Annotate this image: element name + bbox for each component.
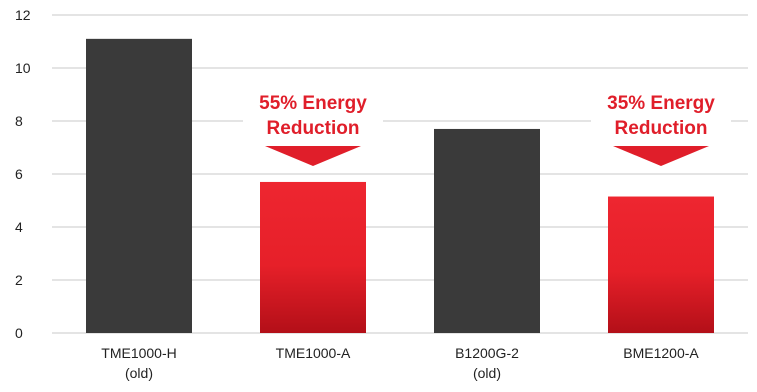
bar-new [608,196,714,333]
x-category-label: TME1000-H [101,345,176,361]
bar-old [434,128,540,333]
bar-new [260,181,366,333]
annotation-background [591,88,731,146]
annotation-text: 55% Energy [259,93,367,114]
x-category-label: (old) [125,365,153,381]
down-arrow-icon [613,146,709,166]
bars [86,38,714,333]
x-category-label: TME1000-A [276,345,351,361]
x-axis-category-labels: TME1000-H (old) TME1000-A B1200G-2 (old) BME1… [101,345,699,381]
y-tick-label: 2 [15,272,23,288]
y-tick-label: 10 [15,60,31,76]
y-tick-label: 8 [15,113,23,129]
annotation-text: Reduction [615,118,708,139]
annotation-background [243,88,383,146]
annotations: 55% Energy Reduction 35% Energy Reduction [243,88,731,166]
y-tick-label: 4 [15,219,23,235]
x-category-label: B1200G-2 [455,345,519,361]
down-arrow-icon [265,146,361,166]
x-category-label: BME1200-A [623,345,699,361]
annotation-text: 35% Energy [607,93,715,114]
annotation-text: Reduction [267,118,360,139]
y-tick-label: 12 [15,7,31,23]
y-tick-label: 6 [15,166,23,182]
y-axis-tick-labels: 0 2 4 6 8 10 12 [15,7,31,341]
x-category-label: (old) [473,365,501,381]
y-tick-label: 0 [15,325,23,341]
bar-old [86,38,192,333]
